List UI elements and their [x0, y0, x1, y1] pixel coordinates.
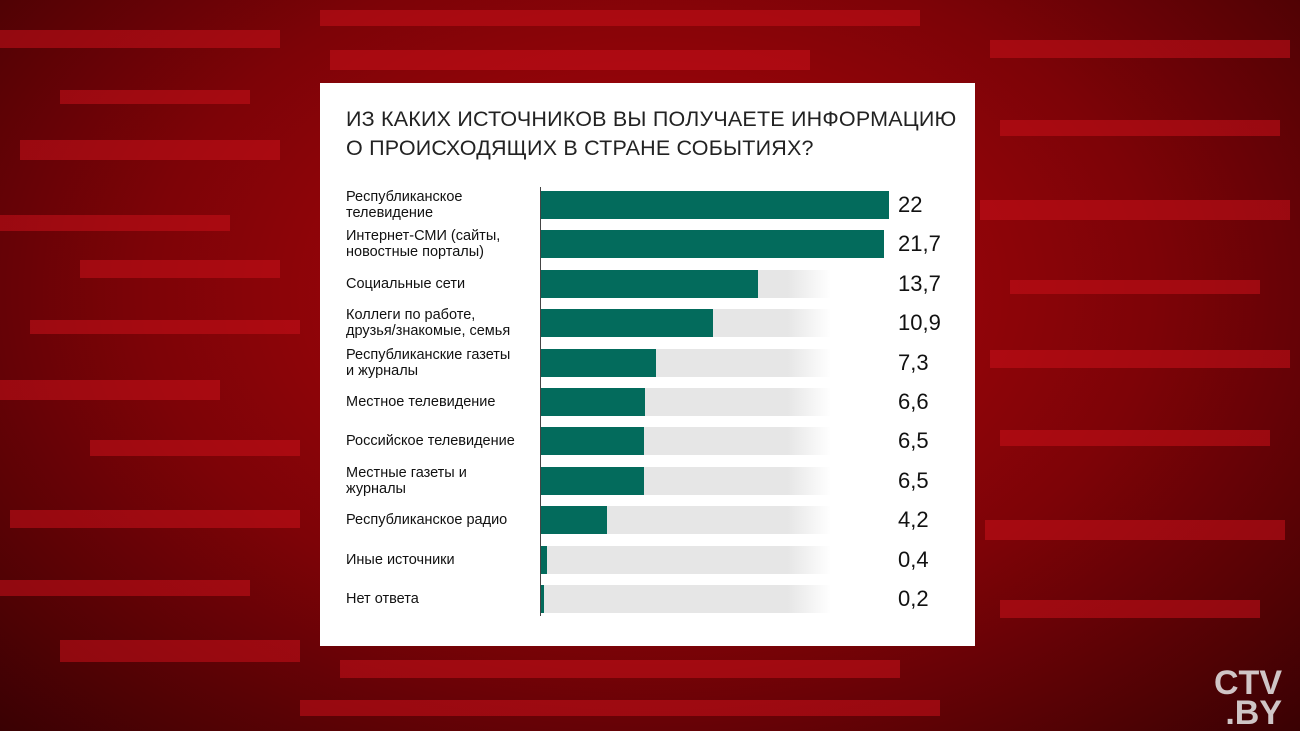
logo: CTV .BY: [1214, 664, 1282, 731]
value-label: 0,4: [898, 546, 929, 572]
bar-track: [541, 585, 831, 613]
bar: [541, 388, 646, 416]
value-label: 10,9: [898, 310, 941, 336]
category-label: Интернет-СМИ (сайты, новостные порталы): [346, 228, 501, 261]
bar: [541, 309, 714, 338]
value-label: 6,5: [898, 428, 929, 454]
category-label: Местное телевидение: [346, 394, 496, 410]
bar: [541, 269, 758, 298]
value-label: 6,6: [898, 389, 929, 414]
category-label: Республиканское телевидение: [346, 189, 463, 221]
bar: [541, 506, 608, 535]
bar: [541, 348, 657, 377]
bar: [541, 230, 885, 259]
value-label: 13,7: [898, 270, 941, 296]
value-label: 22: [898, 192, 923, 217]
category-label: Коллеги по работе, друзья/знакомые, семь…: [346, 307, 511, 340]
bar: [541, 545, 548, 574]
category-label: Местные газеты и журналы: [346, 464, 467, 497]
bar-track: [541, 545, 831, 574]
value-label: 4,2: [898, 507, 929, 533]
category-label: Социальные сети: [346, 275, 466, 292]
category-label: Республиканские газеты и журналы: [346, 346, 511, 379]
chart-card: ИЗ КАКИХ ИСТОЧНИКОВ ВЫ ПОЛУЧАЕТЕ ИНФОРМА…: [320, 83, 975, 646]
bar: [541, 585, 545, 613]
chart-title: ИЗ КАКИХ ИСТОЧНИКОВ ВЫ ПОЛУЧАЕТЕ ИНФОРМА…: [346, 107, 957, 160]
value-label: 21,7: [898, 231, 941, 257]
category-label: Российское телевидение: [346, 433, 515, 450]
value-label: 7,3: [898, 349, 929, 375]
category-label: Иные источники: [346, 551, 455, 568]
category-label: Нет ответа: [346, 591, 419, 607]
bar: [541, 191, 889, 219]
category-label: Республиканское радио: [346, 512, 508, 529]
bar: [541, 427, 644, 456]
value-label: 6,5: [898, 467, 929, 493]
value-label: 0,2: [898, 586, 929, 611]
axis-line: [540, 187, 541, 616]
bar: [541, 466, 644, 495]
